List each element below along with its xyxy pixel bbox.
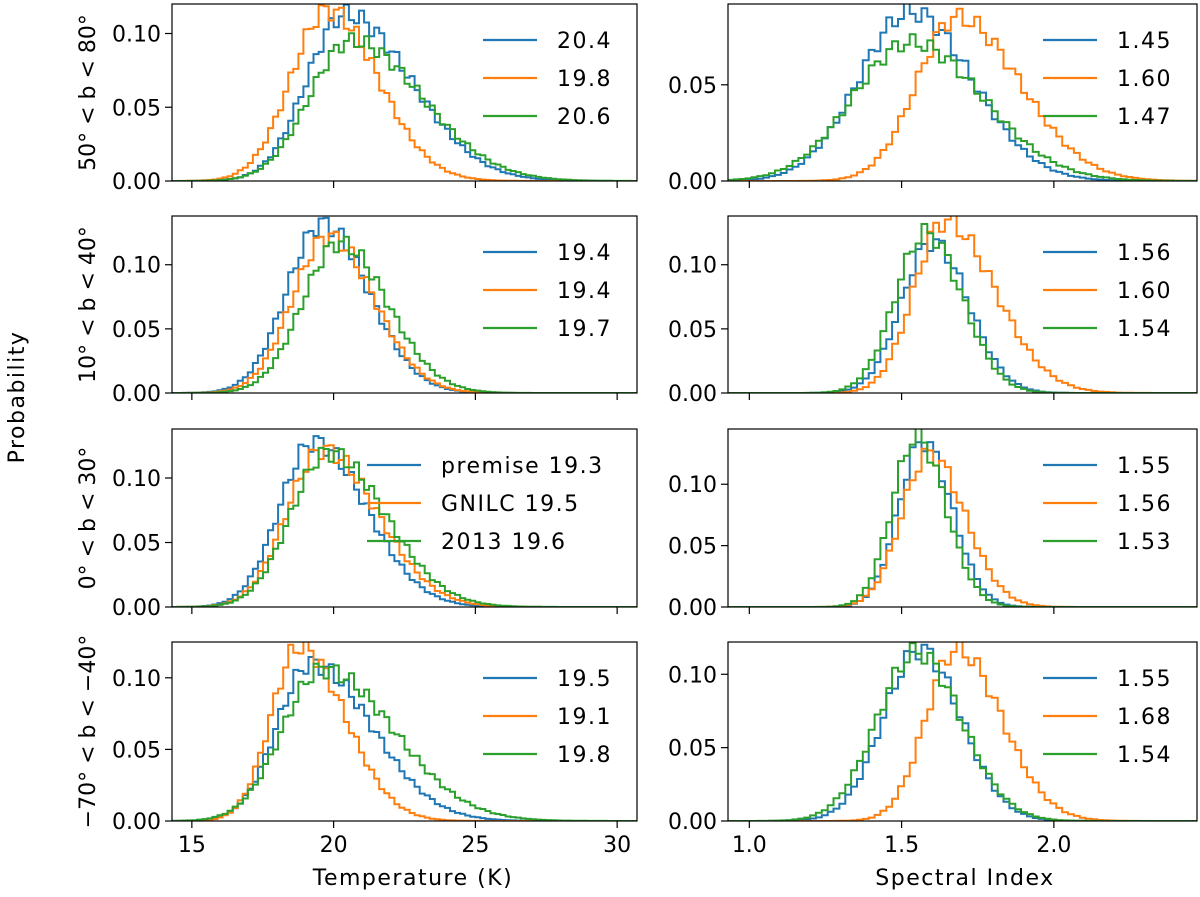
legend-label-GNILC: 1.56 bbox=[1117, 492, 1172, 517]
panel-temperature-row-1: 0.00 0.05 0.10 19.4 19.4 19.7 bbox=[112, 215, 638, 407]
histogram-2013 bbox=[728, 33, 1197, 181]
y-tick-label: 0.05 bbox=[112, 318, 161, 343]
panel-spectral_index-row-3: 0.00 0.05 0.10 1.0 1.5 2.0 1.55 1.68 1.54 bbox=[668, 641, 1198, 858]
row-label-0: 50° < b < 80° bbox=[76, 14, 101, 171]
legend-label-GNILC: 19.4 bbox=[557, 279, 612, 304]
legend-label-premise: 1.55 bbox=[1117, 667, 1172, 692]
panel-frame bbox=[727, 641, 1198, 822]
histogram-GNILC bbox=[728, 7, 1197, 181]
legend-label-2013: 1.53 bbox=[1117, 530, 1172, 555]
panel-spectral_index-row-0: 0.00 0.05 1.45 1.60 1.47 bbox=[668, 3, 1198, 195]
x-tick-label: 20 bbox=[320, 833, 348, 858]
legend-label-GNILC: 19.1 bbox=[557, 705, 612, 730]
legend-label-GNILC: 1.68 bbox=[1117, 705, 1172, 730]
y-tick-label: 0.05 bbox=[668, 318, 717, 343]
legend-label-2013: 19.7 bbox=[557, 317, 612, 342]
legend-label-2013: 19.8 bbox=[557, 743, 612, 768]
y-tick-label: 0.00 bbox=[112, 596, 161, 621]
x-axis-title-temperature: Temperature (K) bbox=[312, 866, 513, 891]
y-tick-label: 0.05 bbox=[668, 737, 717, 762]
panel-spectral_index-row-2: 0.00 0.05 0.10 1.55 1.56 1.53 bbox=[668, 428, 1198, 621]
y-tick-label: 0.05 bbox=[112, 532, 161, 557]
y-tick-label: 0.05 bbox=[112, 738, 161, 763]
y-tick-label: 0.00 bbox=[112, 810, 161, 835]
x-tick-label: 1.0 bbox=[732, 833, 767, 858]
y-tick-label: 0.00 bbox=[668, 810, 717, 835]
legend-label-premise: 1.55 bbox=[1117, 454, 1172, 479]
row-label-2: 0° < b < 30° bbox=[76, 447, 101, 590]
panel-frame bbox=[171, 641, 638, 822]
y-tick-label: 0.10 bbox=[112, 467, 161, 492]
y-tick-label: 0.05 bbox=[668, 535, 717, 560]
legend-label-2013: 1.54 bbox=[1117, 317, 1172, 342]
x-tick-label: 30 bbox=[603, 833, 631, 858]
legend-label-premise: 19.4 bbox=[557, 241, 612, 266]
panel-frame bbox=[171, 428, 638, 608]
panel-frame bbox=[727, 428, 1198, 608]
y-tick-label: 0.05 bbox=[112, 96, 161, 121]
y-tick-label: 0.10 bbox=[668, 254, 717, 279]
x-axis-title-spectral-index: Spectral Index bbox=[875, 866, 1054, 891]
histogram-2013 bbox=[728, 223, 1197, 393]
y-tick-label: 0.10 bbox=[668, 663, 717, 688]
panel-temperature-row-2: 0.00 0.05 0.10 premise 19.3 GNILC 19.5 2013 1… bbox=[112, 428, 638, 621]
legend-label-GNILC: 1.60 bbox=[1117, 279, 1172, 304]
x-tick-label: 1.5 bbox=[884, 833, 919, 858]
row-label-3: −70° < b < −40° bbox=[76, 635, 101, 829]
legend-label-2013: 1.54 bbox=[1117, 743, 1172, 768]
legend-label-premise: 1.56 bbox=[1117, 241, 1172, 266]
panel-temperature-row-0: 0.00 0.05 0.10 20.4 19.8 20.6 bbox=[112, 3, 638, 195]
legend-label-GNILC: 19.8 bbox=[557, 67, 612, 92]
panel-frame bbox=[727, 215, 1198, 394]
x-tick-label: 15 bbox=[178, 833, 206, 858]
y-tick-label: 0.00 bbox=[112, 382, 161, 407]
row-label-1: 10° < b < 40° bbox=[76, 226, 101, 383]
panel-frame bbox=[171, 215, 638, 394]
legend-label-premise: 19.5 bbox=[557, 667, 612, 692]
histogram-2013 bbox=[172, 662, 637, 821]
y-tick-label: 0.00 bbox=[668, 170, 717, 195]
y-tick-label: 0.00 bbox=[668, 596, 717, 621]
y-tick-label: 0.00 bbox=[668, 382, 717, 407]
panel-frame bbox=[171, 3, 638, 182]
legend-label-GNILC: GNILC 19.5 bbox=[441, 492, 580, 517]
y-tick-label: 0.00 bbox=[112, 170, 161, 195]
legend-label-premise: premise 19.3 bbox=[441, 454, 604, 479]
y-tick-label: 0.05 bbox=[668, 74, 717, 99]
histogram-2013 bbox=[172, 32, 637, 181]
legend-label-2013: 1.47 bbox=[1117, 105, 1172, 130]
legend-label-2013: 2013 19.6 bbox=[441, 530, 566, 555]
panels: 0.00 0.05 0.10 20.4 19.8 20.6 0.00 0.05 1.45 1.60… bbox=[76, 3, 1198, 858]
legend-label-GNILC: 1.60 bbox=[1117, 67, 1172, 92]
legend-label-premise: 1.45 bbox=[1117, 29, 1172, 54]
legend-label-premise: 20.4 bbox=[557, 29, 612, 54]
y-tick-label: 0.10 bbox=[668, 473, 717, 498]
legend-label-2013: 20.6 bbox=[557, 105, 612, 130]
x-tick-label: 2.0 bbox=[1036, 833, 1071, 858]
y-tick-label: 0.10 bbox=[112, 254, 161, 279]
y-axis-title: Probability bbox=[5, 331, 30, 464]
histogram-premise bbox=[728, 4, 1197, 181]
panel-frame bbox=[727, 3, 1198, 182]
y-tick-label: 0.10 bbox=[112, 667, 161, 692]
panel-temperature-row-3: 0.00 0.05 0.10 15 20 25 30 19.5 19.1 19.8 bbox=[112, 641, 638, 858]
x-tick-label: 25 bbox=[461, 833, 489, 858]
panel-spectral_index-row-1: 0.00 0.05 0.10 1.56 1.60 1.54 bbox=[668, 215, 1198, 407]
y-tick-label: 0.10 bbox=[112, 23, 161, 48]
